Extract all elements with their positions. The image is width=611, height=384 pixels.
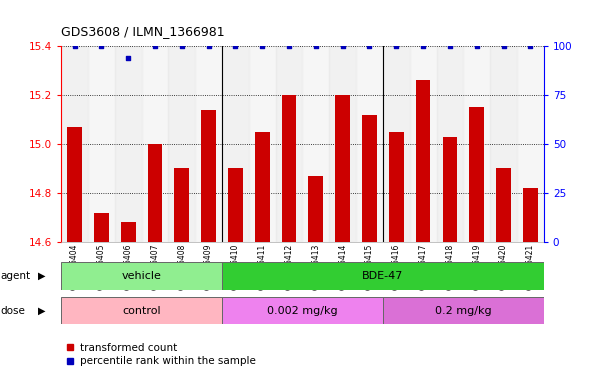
Text: BDE-47: BDE-47 <box>362 271 404 281</box>
Bar <box>329 46 356 242</box>
Bar <box>302 46 329 242</box>
Point <box>70 43 79 49</box>
Point <box>338 43 348 49</box>
Point <box>150 43 160 49</box>
Bar <box>469 107 484 242</box>
Bar <box>67 127 82 242</box>
Point <box>257 43 267 49</box>
Text: GDS3608 / ILMN_1366981: GDS3608 / ILMN_1366981 <box>61 25 225 38</box>
Bar <box>410 46 436 242</box>
Text: 0.002 mg/kg: 0.002 mg/kg <box>267 306 338 316</box>
Bar <box>195 46 222 242</box>
Bar <box>383 297 544 324</box>
Bar <box>94 212 109 242</box>
Bar <box>88 46 115 242</box>
Point <box>499 43 508 49</box>
Text: control: control <box>122 306 161 316</box>
Bar <box>309 176 323 242</box>
Bar <box>228 169 243 242</box>
Bar <box>115 46 142 242</box>
Point <box>203 43 213 49</box>
Bar <box>389 132 404 242</box>
Point <box>311 43 321 49</box>
Point <box>123 55 133 61</box>
Point <box>97 43 106 49</box>
Bar <box>222 297 383 324</box>
Bar <box>142 46 169 242</box>
Bar <box>61 297 222 324</box>
Text: ▶: ▶ <box>38 271 45 281</box>
Bar <box>415 80 431 242</box>
Bar <box>201 110 216 242</box>
Bar <box>174 169 189 242</box>
Point <box>284 43 294 49</box>
Bar <box>523 188 538 242</box>
Bar <box>362 115 377 242</box>
Text: dose: dose <box>1 306 26 316</box>
Text: ▶: ▶ <box>38 306 45 316</box>
Bar <box>61 46 88 242</box>
Point <box>230 43 240 49</box>
Bar <box>148 144 163 242</box>
Bar <box>517 46 544 242</box>
Text: 0.2 mg/kg: 0.2 mg/kg <box>435 306 492 316</box>
Bar <box>121 222 136 242</box>
Bar <box>276 46 302 242</box>
Point <box>525 43 535 49</box>
Point <box>418 43 428 49</box>
Bar <box>463 46 490 242</box>
Legend: transformed count, percentile rank within the sample: transformed count, percentile rank withi… <box>67 343 256 366</box>
Bar <box>222 46 249 242</box>
Bar <box>442 137 457 242</box>
Bar <box>255 132 269 242</box>
Bar <box>436 46 463 242</box>
Point <box>445 43 455 49</box>
Bar <box>282 95 296 242</box>
Point <box>177 43 187 49</box>
Bar <box>222 262 544 290</box>
Bar <box>169 46 195 242</box>
Bar <box>490 46 517 242</box>
Text: vehicle: vehicle <box>122 271 161 281</box>
Text: agent: agent <box>1 271 31 281</box>
Point <box>392 43 401 49</box>
Point <box>472 43 481 49</box>
Bar <box>249 46 276 242</box>
Point <box>365 43 375 49</box>
Bar <box>335 95 350 242</box>
Bar <box>356 46 383 242</box>
Bar <box>61 262 222 290</box>
Bar <box>496 169 511 242</box>
Bar <box>383 46 410 242</box>
